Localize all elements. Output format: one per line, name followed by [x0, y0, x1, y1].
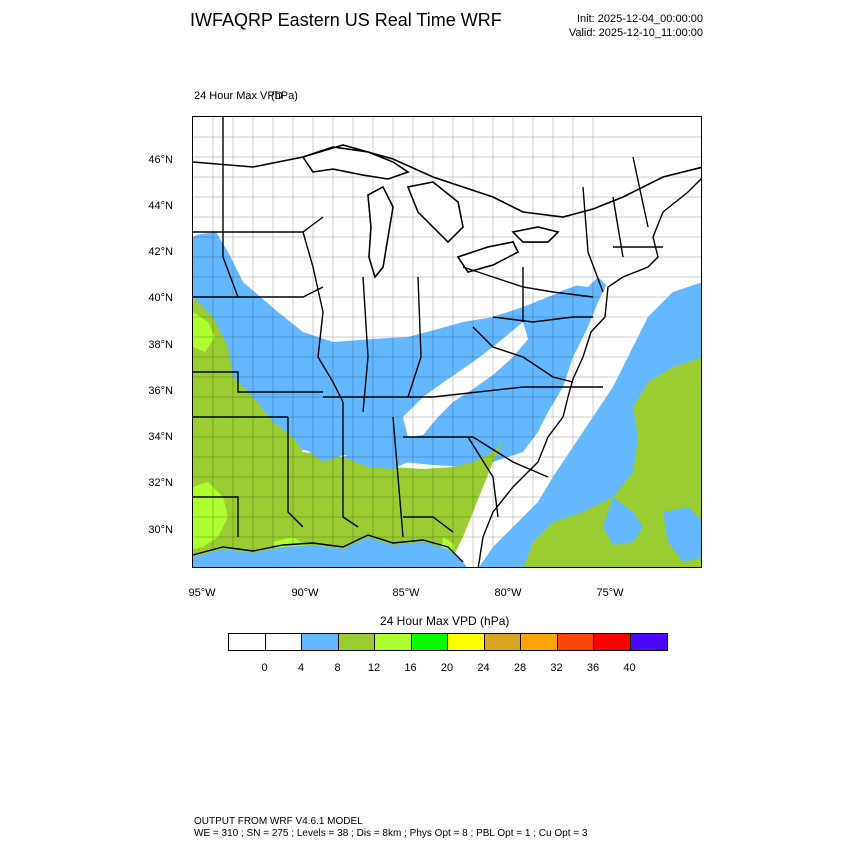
field-units: (hPa) — [271, 90, 298, 102]
lat-label-36: 36°N — [148, 385, 173, 397]
lat-label-30: 30°N — [148, 524, 173, 536]
lat-label-44: 44°N — [148, 200, 173, 212]
lon-label-90: 90°W — [291, 587, 319, 599]
colorbar — [228, 633, 668, 651]
colorbar-title: 24 Hour Max VPD (hPa) — [380, 614, 510, 628]
colorbar-tick-label: 24 — [477, 662, 490, 674]
lat-label-46: 46°N — [148, 154, 173, 166]
colorbar-box-11 — [630, 634, 667, 650]
colorbar-box-2 — [302, 634, 339, 650]
lat-label-32: 32°N — [148, 477, 173, 489]
map-panel — [192, 116, 702, 568]
valid-time: Valid: 2025-12-10_11:00:00 — [568, 27, 703, 39]
lon-label-80: 80°W — [494, 587, 522, 599]
light-green-texas — [193, 482, 228, 549]
appalachian-low-region — [403, 322, 528, 437]
colorbar-tick-label: 16 — [404, 662, 417, 674]
colorbar-tick-label: 20 — [440, 662, 454, 674]
colorbar-tick-label: 4 — [297, 662, 305, 674]
colorbar-box-8 — [521, 634, 558, 650]
colorbar-box-10 — [594, 634, 631, 650]
state-borders — [193, 117, 663, 538]
footer-model-info: OUTPUT FROM WRF V4.6.1 MODEL — [194, 816, 363, 827]
county-grid — [193, 117, 701, 567]
lon-label-95: 95°W — [188, 587, 216, 599]
colorbar-tick-label: 8 — [334, 662, 341, 674]
colorbar-box-5 — [411, 634, 448, 650]
colorbar-box-1 — [265, 634, 302, 650]
lat-label-34: 34°N — [148, 431, 173, 443]
lat-label-42: 42°N — [148, 246, 173, 258]
land-green-south — [193, 297, 503, 557]
lon-label-85: 85°W — [392, 587, 420, 599]
map-svg — [193, 117, 701, 567]
colorbar-tick-label: 28 — [513, 662, 527, 674]
lat-label-38: 38°N — [148, 339, 173, 351]
footer-config-info: WE = 310 ; SN = 275 ; Levels = 38 ; Dis … — [194, 828, 588, 839]
colorbar-box-6 — [448, 634, 485, 650]
colorbar-box-9 — [557, 634, 594, 650]
colorbar-tick-label: 40 — [623, 662, 636, 674]
coastline — [477, 178, 701, 567]
land-blue-region — [193, 227, 608, 467]
colorbar-box-3 — [338, 634, 375, 650]
lat-label-40: 40°N — [148, 292, 173, 304]
colorbar-tick-label: 32 — [550, 662, 563, 674]
colorbar-tick-label: 0 — [261, 662, 268, 674]
colorbar-tick-label: 36 — [586, 662, 600, 674]
colorbar-box-4 — [375, 634, 412, 650]
field-label: 24 Hour Max VPD — [194, 90, 283, 102]
lon-label-75: 75°W — [596, 587, 624, 599]
gulf-coastline — [193, 534, 464, 563]
land-blue-patch-south — [343, 447, 408, 469]
light-green-west — [193, 312, 215, 352]
map-title: IWFAQRP Eastern US Real Time WRF — [190, 10, 502, 30]
canada-border — [193, 144, 701, 218]
init-time: Init: 2025-12-04_00:00:00 — [577, 13, 703, 25]
colorbar-box-0 — [229, 634, 266, 650]
colorbar-box-7 — [484, 634, 521, 650]
colorbar-tick-label: 12 — [367, 662, 381, 674]
